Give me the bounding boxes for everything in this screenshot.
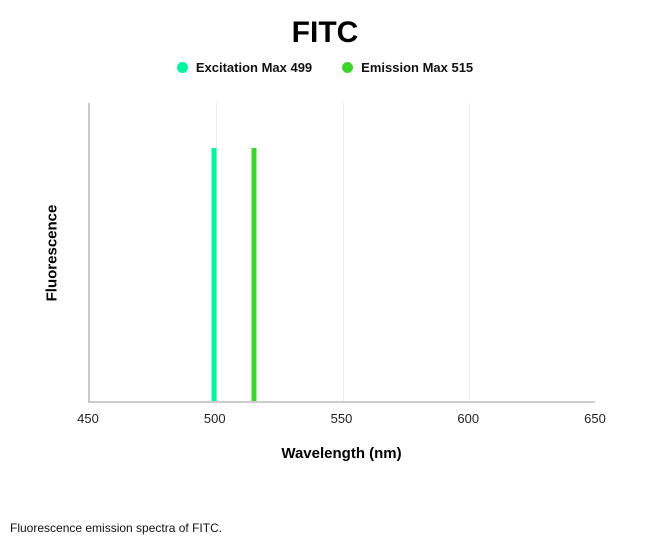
legend-item-emission: Emission Max 515 (342, 60, 473, 75)
excitation-dot-icon (176, 62, 188, 73)
emission-dot-icon (342, 62, 354, 73)
y-axis-label: Fluorescence (43, 204, 61, 302)
spectra-chart-page: FITC Excitation Max 499 Emission Max 515… (0, 16, 650, 549)
plot-area (88, 103, 595, 403)
x-axis-label: Wavelength (nm) (281, 445, 402, 462)
legend: Excitation Max 499 Emission Max 515 (0, 60, 650, 75)
gridline-550 (342, 103, 344, 401)
x-tick: 450 (77, 411, 99, 426)
spectral-line-499 (211, 147, 217, 401)
x-axis-ticks: 450 500 550 600 650 (77, 411, 606, 427)
spectral-line-515 (251, 147, 257, 401)
x-tick: 650 (584, 411, 606, 426)
chart-title: FITC (291, 16, 359, 49)
emission-legend-label: Emission Max 515 (361, 60, 474, 75)
gridline-600 (468, 103, 470, 401)
legend-item-excitation: Excitation Max 499 (176, 60, 313, 75)
chart-area: Fluorescence 450 500 550 600 650 Wavelen… (0, 103, 650, 481)
gridline-500 (216, 103, 218, 401)
excitation-legend-label: Excitation Max 499 (195, 60, 313, 75)
x-tick: 600 (457, 411, 480, 426)
x-tick: 500 (203, 411, 226, 426)
figure-caption: Fluorescence emission spectra of FITC. (10, 521, 223, 535)
x-tick: 550 (330, 411, 353, 426)
